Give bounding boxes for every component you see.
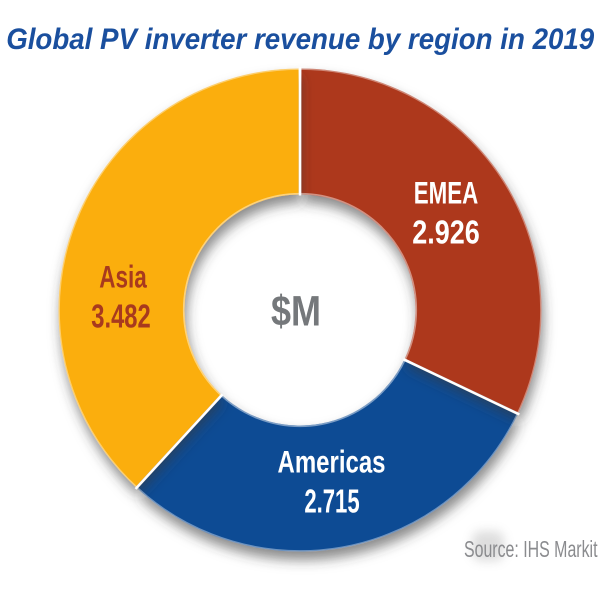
svg-text:3.482: 3.482	[91, 298, 151, 335]
svg-text:$M: $M	[271, 287, 321, 335]
svg-text:EMEA: EMEA	[414, 175, 479, 211]
svg-text:2.926: 2.926	[412, 214, 480, 251]
svg-text:Asia: Asia	[99, 259, 147, 295]
svg-text:Source: IHS Markit: Source: IHS Markit	[464, 536, 598, 562]
svg-text:Global PV inverter revenue by: Global PV inverter revenue by region in …	[6, 23, 594, 56]
svg-text:Americas: Americas	[278, 444, 386, 480]
svg-text:2.715: 2.715	[304, 483, 359, 520]
